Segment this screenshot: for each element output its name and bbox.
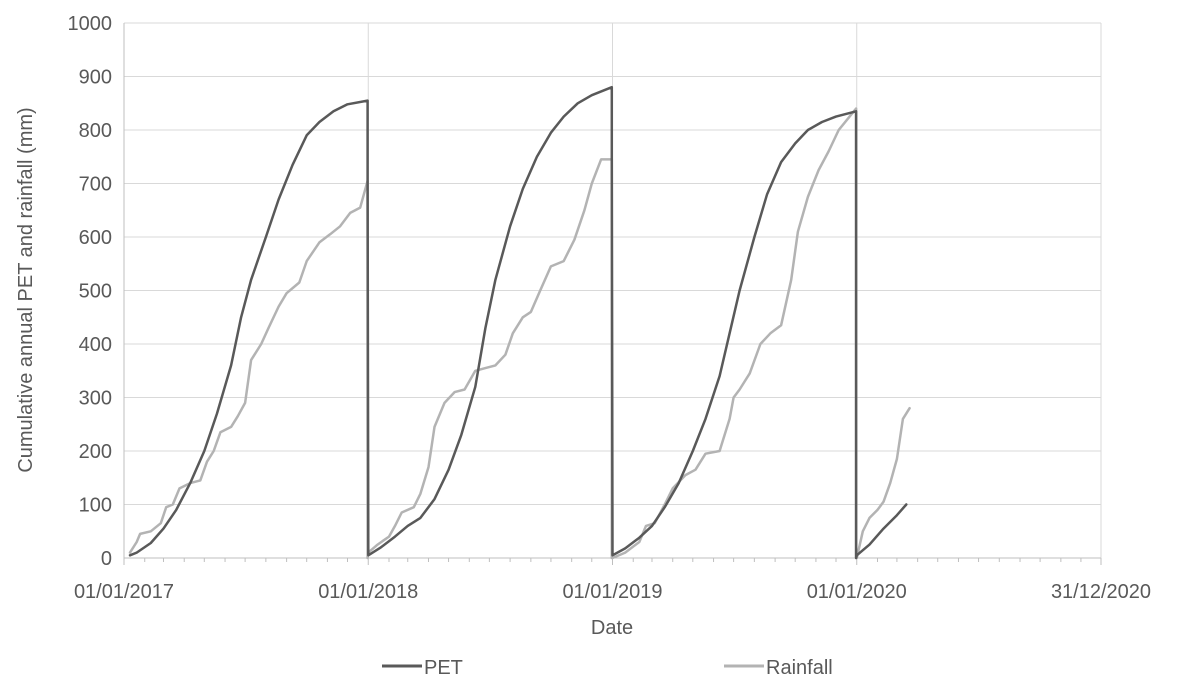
y-tick-label: 100 [79, 495, 112, 517]
y-tick-label: 300 [79, 388, 112, 410]
legend-label-rainfall: Rainfall [766, 657, 833, 678]
y-tick-label: 1000 [68, 13, 113, 35]
y-tick-label: 800 [79, 120, 112, 142]
x-tick-label: 31/12/2020 [1051, 581, 1151, 603]
y-tick-label: 600 [79, 227, 112, 249]
series-line-rainfall [128, 107, 911, 560]
legend-label-pet: PET [424, 657, 463, 678]
x-tick-label: 01/01/2017 [74, 581, 174, 603]
y-tick-label: 500 [79, 281, 112, 303]
x-axis-title: Date [591, 617, 633, 639]
y-tick-label: 0 [101, 548, 112, 570]
y-tick-label: 900 [79, 67, 112, 89]
x-tick-label: 01/01/2018 [318, 581, 418, 603]
legend: PET Rainfall [382, 657, 833, 678]
x-tick-label: 01/01/2019 [562, 581, 662, 603]
y-tick-label: 400 [79, 334, 112, 356]
x-tick-label: 01/01/2020 [807, 581, 907, 603]
tick-labels: 0 100 200 300 400 500 600 700 800 900 1000 01/01/20… [68, 13, 1152, 603]
y-axis-title: Cumulative annual PET and rainfall (mm) [15, 107, 37, 472]
y-tick-label: 700 [79, 174, 112, 196]
y-tick-label: 200 [79, 441, 112, 463]
series-line-pet [128, 85, 908, 560]
series-lines [128, 85, 911, 560]
